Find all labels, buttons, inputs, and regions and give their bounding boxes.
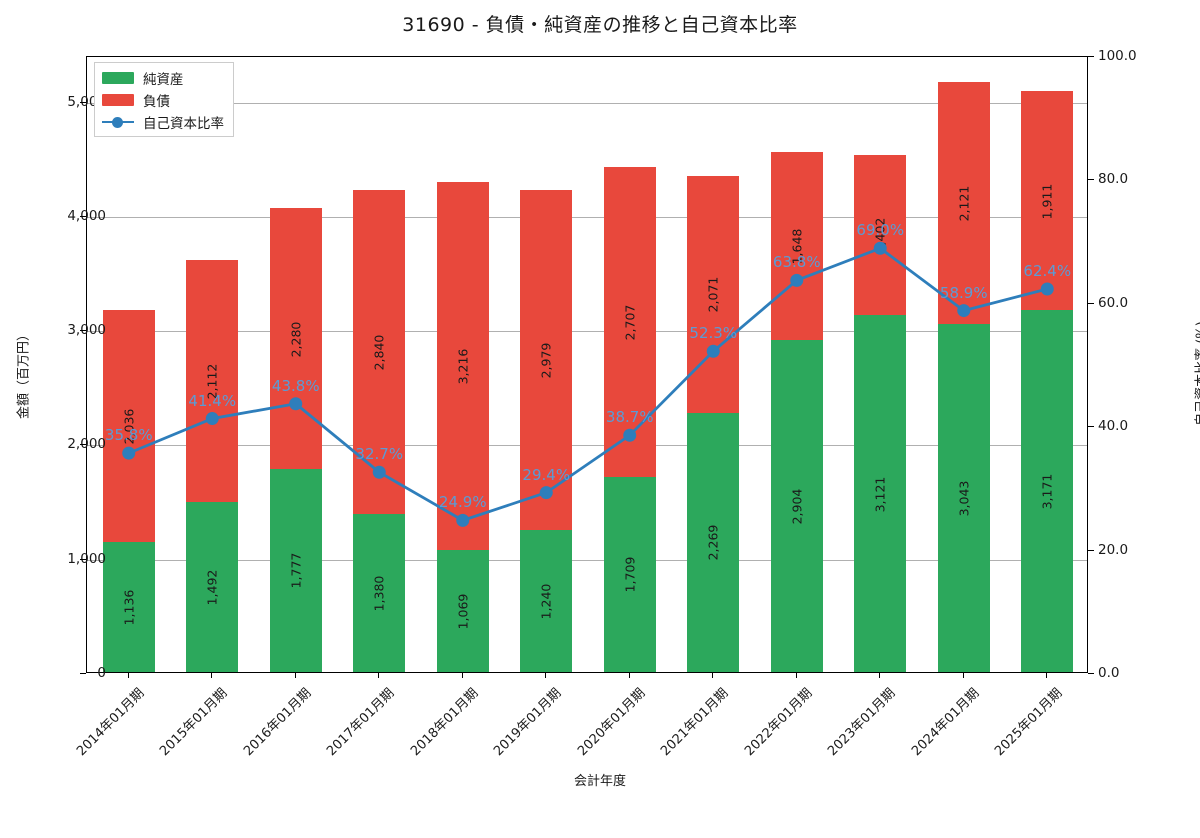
y-tick-mark-left: [80, 330, 86, 331]
ratio-line-layer: [87, 57, 1089, 674]
x-tick-mark: [378, 673, 379, 678]
ratio-marker[interactable]: [874, 242, 887, 255]
y-axis-tick-right: 60.0: [1098, 295, 1200, 311]
y-axis-label-right: 自己資本比率 (%): [1191, 174, 1200, 574]
y-tick-mark-right: [1088, 56, 1094, 57]
x-axis-tick-label: 2021年01月期: [577, 683, 732, 838]
y-tick-mark-left: [80, 216, 86, 217]
ratio-marker[interactable]: [623, 429, 636, 442]
legend-item[interactable]: 純資産: [102, 69, 224, 86]
x-axis-tick-label: 2023年01月期: [744, 683, 899, 838]
ratio-marker[interactable]: [456, 514, 469, 527]
x-axis-tick-label: 2017年01月期: [243, 683, 398, 838]
ratio-marker[interactable]: [1041, 282, 1054, 295]
ratio-marker[interactable]: [707, 345, 720, 358]
y-tick-mark-left: [80, 673, 86, 674]
y-tick-mark-right: [1088, 673, 1094, 674]
x-tick-mark: [879, 673, 880, 678]
x-axis-tick-label: 2019年01月期: [410, 683, 565, 838]
legend-item[interactable]: 自己資本比率: [102, 113, 224, 130]
y-axis-label-left: 金額（百万円）: [13, 174, 32, 574]
ratio-value-label: 58.9%: [940, 284, 988, 302]
x-tick-mark: [545, 673, 546, 678]
ratio-marker[interactable]: [122, 447, 135, 460]
x-tick-mark: [295, 673, 296, 678]
ratio-value-label: 32.7%: [355, 445, 403, 463]
y-tick-mark-right: [1088, 426, 1094, 427]
x-axis-tick-label: 2016年01月期: [159, 683, 314, 838]
ratio-value-label: 52.3%: [689, 324, 737, 342]
x-tick-mark: [211, 673, 212, 678]
x-tick-mark: [712, 673, 713, 678]
y-axis-tick-right: 80.0: [1098, 171, 1200, 187]
ratio-value-label: 63.8%: [773, 253, 821, 271]
legend-label: 自己資本比率: [143, 112, 224, 132]
y-tick-mark-right: [1088, 550, 1094, 551]
y-axis-tick-right: 40.0: [1098, 418, 1200, 434]
ratio-marker[interactable]: [790, 274, 803, 287]
x-axis-tick-label: 2015年01月期: [76, 683, 231, 838]
y-axis-tick-left: 5,000: [0, 94, 106, 110]
y-axis-tick-right: 0.0: [1098, 665, 1200, 681]
legend-item[interactable]: 負債: [102, 91, 224, 108]
x-tick-mark: [462, 673, 463, 678]
y-axis-tick-right: 100.0: [1098, 48, 1200, 64]
x-axis-tick-label: 2025年01月期: [911, 683, 1066, 838]
ratio-value-label: 62.4%: [1023, 262, 1071, 280]
x-tick-mark: [963, 673, 964, 678]
ratio-marker[interactable]: [373, 466, 386, 479]
ratio-marker[interactable]: [206, 412, 219, 425]
x-axis-tick-label: 2020年01月期: [493, 683, 648, 838]
ratio-marker[interactable]: [957, 304, 970, 317]
x-tick-mark: [1046, 673, 1047, 678]
x-axis-tick-label: 2024年01月期: [827, 683, 982, 838]
ratio-marker[interactable]: [289, 397, 302, 410]
y-axis-tick-left: 0: [0, 665, 106, 681]
y-tick-mark-left: [80, 559, 86, 560]
ratio-line: [129, 248, 1048, 520]
x-axis-tick-label: 2022年01月期: [660, 683, 815, 838]
legend-label: 負債: [143, 90, 170, 110]
y-tick-mark-right: [1088, 303, 1094, 304]
legend-line-marker-icon: [102, 116, 134, 128]
x-tick-mark: [629, 673, 630, 678]
legend-swatch-liabilities-icon: [102, 94, 134, 106]
ratio-value-label: 38.7%: [606, 408, 654, 426]
ratio-value-label: 29.4%: [522, 466, 570, 484]
ratio-value-label: 35.8%: [105, 426, 153, 444]
x-tick-mark: [796, 673, 797, 678]
chart-legend: 純資産負債自己資本比率: [94, 62, 234, 137]
y-tick-mark-left: [80, 102, 86, 103]
y-tick-mark-left: [80, 444, 86, 445]
ratio-value-label: 43.8%: [272, 377, 320, 395]
legend-label: 純資産: [143, 68, 184, 88]
x-tick-mark: [128, 673, 129, 678]
ratio-value-label: 24.9%: [439, 493, 487, 511]
legend-swatch-equity-icon: [102, 72, 134, 84]
y-axis-tick-right: 20.0: [1098, 542, 1200, 558]
x-axis-tick-label: 2014年01月期: [0, 683, 147, 838]
ratio-marker[interactable]: [540, 486, 553, 499]
x-axis-label: 会計年度: [0, 770, 1200, 789]
ratio-value-label: 69.0%: [856, 221, 904, 239]
chart-title: 31690 - 負債・純資産の推移と自己資本比率: [0, 10, 1200, 37]
x-axis-tick-label: 2018年01月期: [326, 683, 481, 838]
ratio-value-label: 41.4%: [188, 392, 236, 410]
y-tick-mark-right: [1088, 179, 1094, 180]
